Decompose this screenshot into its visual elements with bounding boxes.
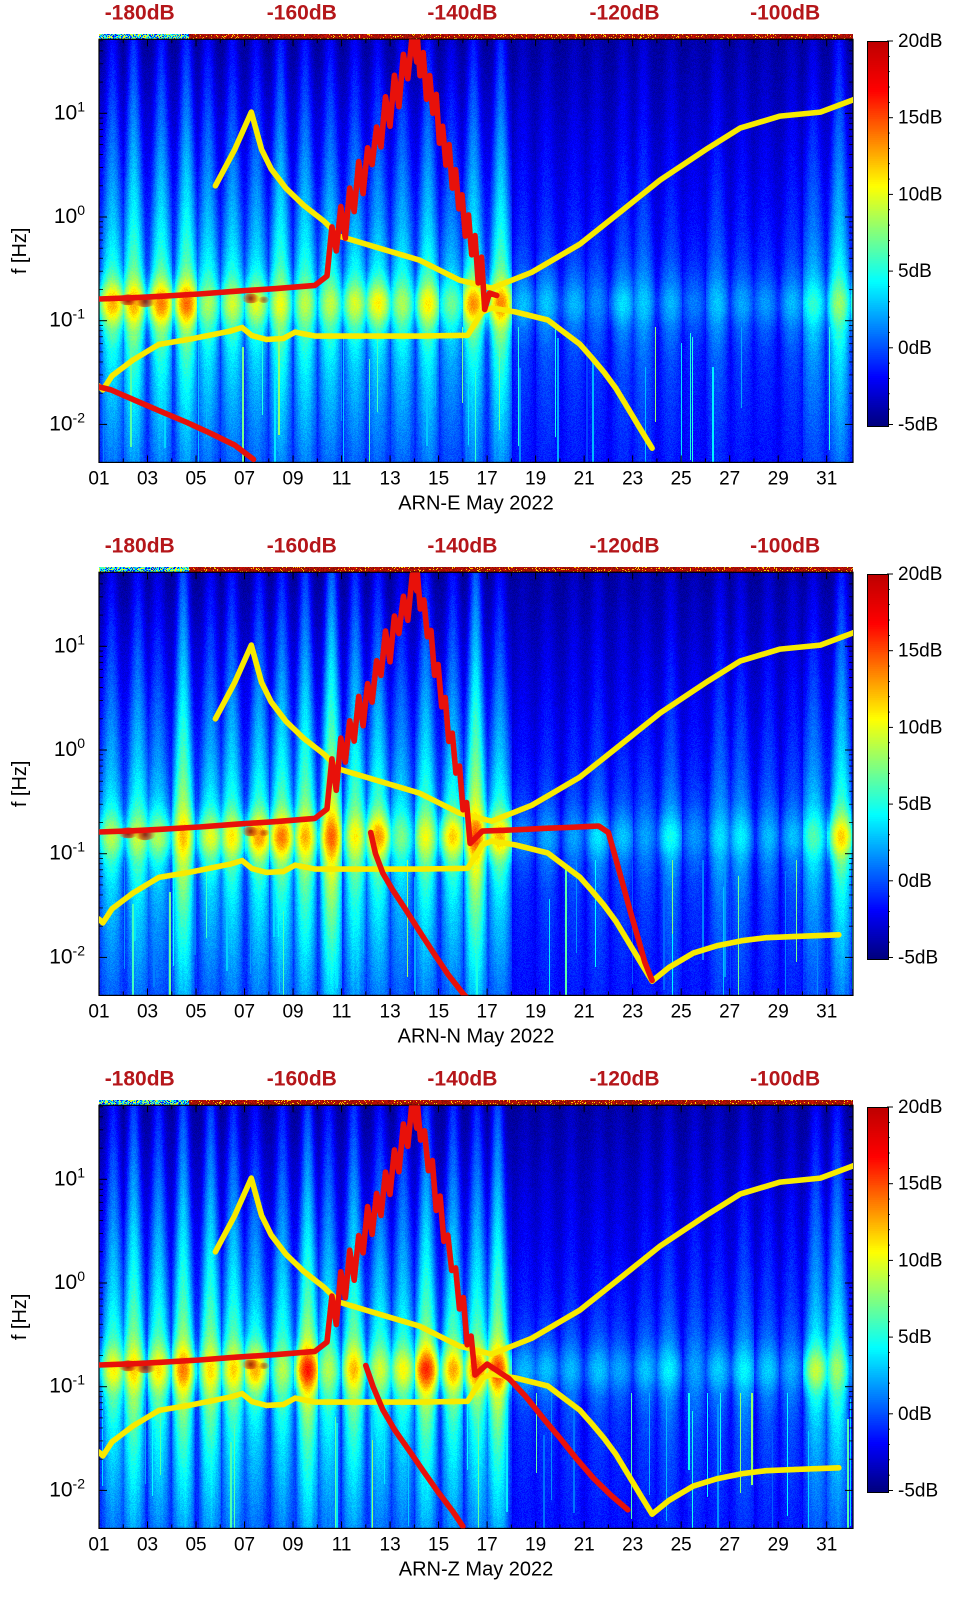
svg-text:10-1: 10-1: [49, 306, 85, 332]
svg-text:-180dB: -180dB: [105, 1, 175, 24]
svg-text:20dB: 20dB: [898, 564, 942, 585]
svg-text:25: 25: [671, 468, 692, 489]
svg-text:10dB: 10dB: [898, 184, 942, 205]
svg-text:17: 17: [477, 468, 498, 489]
svg-text:23: 23: [622, 1534, 643, 1555]
svg-text:10-2: 10-2: [49, 409, 85, 435]
svg-text:29: 29: [768, 1534, 789, 1555]
svg-text:07: 07: [234, 468, 255, 489]
svg-text:0dB: 0dB: [898, 338, 932, 359]
svg-text:03: 03: [137, 1001, 158, 1022]
svg-text:100: 100: [54, 202, 85, 228]
svg-text:-100dB: -100dB: [750, 1067, 820, 1090]
svg-text:09: 09: [282, 1001, 303, 1022]
svg-text:-160dB: -160dB: [267, 534, 337, 557]
svg-text:0dB: 0dB: [898, 1404, 932, 1425]
svg-text:29: 29: [768, 1001, 789, 1022]
svg-text:19: 19: [525, 468, 546, 489]
svg-text:07: 07: [234, 1001, 255, 1022]
svg-text:-5dB: -5dB: [898, 948, 938, 969]
svg-text:15dB: 15dB: [898, 108, 942, 129]
svg-text:-5dB: -5dB: [898, 415, 938, 436]
svg-text:10dB: 10dB: [898, 1250, 942, 1271]
svg-text:27: 27: [719, 1001, 740, 1022]
svg-text:31: 31: [816, 468, 837, 489]
svg-text:19: 19: [525, 1534, 546, 1555]
svg-text:ARN-N May 2022: ARN-N May 2022: [398, 1025, 555, 1047]
svg-text:-140dB: -140dB: [427, 1067, 497, 1090]
svg-text:01: 01: [88, 1001, 109, 1022]
svg-text:11: 11: [332, 1001, 352, 1022]
svg-text:31: 31: [816, 1001, 837, 1022]
svg-text:13: 13: [380, 1534, 401, 1555]
svg-text:-180dB: -180dB: [105, 534, 175, 557]
svg-text:5dB: 5dB: [898, 1327, 932, 1348]
svg-text:01: 01: [88, 468, 109, 489]
svg-text:10dB: 10dB: [898, 717, 942, 738]
svg-text:21: 21: [574, 1001, 595, 1022]
svg-text:20dB: 20dB: [898, 31, 942, 52]
svg-text:11: 11: [332, 468, 352, 489]
svg-text:20dB: 20dB: [898, 1097, 942, 1118]
svg-text:01: 01: [88, 1534, 109, 1555]
svg-text:21: 21: [574, 468, 595, 489]
svg-text:03: 03: [137, 1534, 158, 1555]
svg-text:-5dB: -5dB: [898, 1481, 938, 1502]
svg-text:5dB: 5dB: [898, 261, 932, 282]
svg-text:101: 101: [54, 631, 85, 657]
svg-text:-140dB: -140dB: [427, 1, 497, 24]
svg-text:09: 09: [282, 1534, 303, 1555]
svg-text:0dB: 0dB: [898, 871, 932, 892]
svg-text:-120dB: -120dB: [590, 1, 660, 24]
svg-text:10-2: 10-2: [49, 1475, 85, 1501]
svg-text:15dB: 15dB: [898, 1174, 942, 1195]
svg-text:-100dB: -100dB: [750, 534, 820, 557]
svg-text:05: 05: [185, 1534, 206, 1555]
svg-text:25: 25: [671, 1534, 692, 1555]
svg-text:17: 17: [477, 1001, 498, 1022]
svg-text:19: 19: [525, 1001, 546, 1022]
svg-text:23: 23: [622, 468, 643, 489]
svg-text:5dB: 5dB: [898, 794, 932, 815]
svg-text:ARN-E May 2022: ARN-E May 2022: [398, 492, 554, 514]
svg-text:05: 05: [185, 468, 206, 489]
svg-text:15: 15: [428, 1001, 449, 1022]
svg-text:25: 25: [671, 1001, 692, 1022]
svg-text:09: 09: [282, 468, 303, 489]
svg-text:-140dB: -140dB: [427, 534, 497, 557]
svg-text:-160dB: -160dB: [267, 1, 337, 24]
svg-text:17: 17: [477, 1534, 498, 1555]
svg-text:27: 27: [719, 468, 740, 489]
svg-text:07: 07: [234, 1534, 255, 1555]
svg-text:21: 21: [574, 1534, 595, 1555]
svg-text:10-2: 10-2: [49, 942, 85, 968]
svg-text:f [Hz]: f [Hz]: [9, 761, 31, 808]
svg-text:29: 29: [768, 468, 789, 489]
svg-text:03: 03: [137, 468, 158, 489]
svg-text:-120dB: -120dB: [590, 534, 660, 557]
svg-text:11: 11: [332, 1534, 352, 1555]
svg-text:100: 100: [54, 1268, 85, 1294]
svg-text:-100dB: -100dB: [750, 1, 820, 24]
svg-text:23: 23: [622, 1001, 643, 1022]
svg-text:101: 101: [54, 1164, 85, 1190]
svg-text:-120dB: -120dB: [590, 1067, 660, 1090]
svg-text:15: 15: [428, 1534, 449, 1555]
svg-text:10-1: 10-1: [49, 839, 85, 865]
svg-text:101: 101: [54, 98, 85, 124]
svg-text:-160dB: -160dB: [267, 1067, 337, 1090]
svg-text:05: 05: [185, 1001, 206, 1022]
svg-text:10-1: 10-1: [49, 1372, 85, 1398]
svg-text:31: 31: [816, 1534, 837, 1555]
svg-text:13: 13: [380, 468, 401, 489]
svg-text:13: 13: [380, 1001, 401, 1022]
svg-text:ARN-Z May 2022: ARN-Z May 2022: [399, 1558, 554, 1580]
svg-text:27: 27: [719, 1534, 740, 1555]
svg-text:15: 15: [428, 468, 449, 489]
svg-text:f [Hz]: f [Hz]: [9, 228, 31, 275]
svg-text:100: 100: [54, 735, 85, 761]
svg-text:f [Hz]: f [Hz]: [9, 1294, 31, 1341]
svg-text:-180dB: -180dB: [105, 1067, 175, 1090]
svg-text:15dB: 15dB: [898, 641, 942, 662]
